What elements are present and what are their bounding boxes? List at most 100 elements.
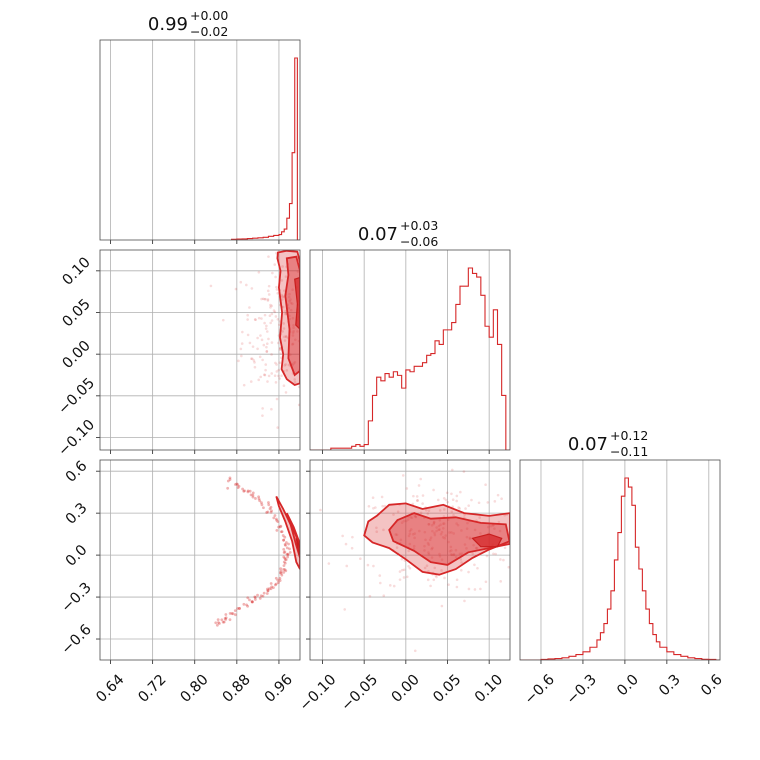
sample-point [248,341,252,345]
sample-point [367,504,371,508]
sample-point [266,589,270,593]
sample-point [441,527,445,530]
sample-point [215,623,219,627]
sample-point [278,377,281,380]
sample-point [416,499,419,502]
sample-point [267,503,271,507]
sample-point [251,345,255,348]
sample-point [262,591,266,595]
x-tick-label: 0.96 [262,672,296,706]
sample-point [375,530,379,534]
sample-point [223,616,227,620]
sample-point [345,564,349,568]
sample-point [282,551,286,554]
sample-point [258,596,262,600]
sample-point [251,357,254,361]
sample-point [450,510,454,514]
sample-point [270,353,273,356]
panel-background [310,250,510,450]
sample-point [262,343,266,347]
sample-point [306,302,309,305]
sample-point [224,616,228,620]
sample-point [408,529,412,533]
sample-point [486,501,490,504]
sample-point [300,321,303,324]
sample-point [442,522,446,525]
sample-point [289,301,293,305]
sample-point [450,531,453,534]
sample-point [307,361,310,364]
y-tick-label: 0.6 [63,458,91,486]
sample-point [277,374,280,378]
sample-point [243,489,246,493]
sample-point [452,532,456,535]
sample-point [433,533,437,537]
sample-point [380,495,384,499]
sample-point [259,334,262,337]
sample-point [251,600,254,604]
sample-point [285,552,289,556]
sample-point [307,394,310,397]
sample-point [277,341,280,345]
sample-point [291,288,294,291]
sample-point [263,313,267,317]
sample-point [401,474,405,477]
sample-point [302,336,305,339]
x-tick-label: 0.10 [472,672,506,706]
sample-point [421,502,424,505]
sample-point [284,558,288,562]
sample-point [283,289,286,292]
sample-point [246,490,250,494]
sample-point [266,510,270,514]
sample-point [224,618,228,621]
sample-point [265,592,269,595]
sample-point [437,524,441,528]
contour-core [471,533,503,548]
y-tick-label: 0.00 [60,338,94,372]
sample-point [445,491,449,495]
sample-point [239,280,243,284]
sample-point [256,593,259,597]
sample-point [502,558,505,562]
sample-point [254,497,257,500]
sample-point [439,523,442,527]
sample-point [263,297,266,301]
sample-point [237,359,240,363]
sample-point [236,607,240,610]
sample-point [405,575,409,579]
sample-point [455,522,458,525]
sample-point [465,527,469,530]
sample-point [282,548,286,551]
sample-point [256,336,259,340]
sample-point [444,498,448,502]
sample-point [431,546,434,550]
scatter-panel-0: −0.10−0.050.00 0.05 0.10 [55,249,310,460]
sample-point [282,538,285,542]
title-plus-error: +0.03 [400,218,438,233]
sample-point [270,509,273,513]
sample-point [344,542,348,546]
sample-point [253,361,256,364]
sample-point [246,596,250,600]
sample-point [408,542,412,546]
sample-point [263,321,266,325]
sample-point [280,573,284,577]
sample-point [257,316,261,320]
sample-point [443,576,446,580]
sample-point [460,529,463,532]
sample-point [455,494,459,498]
sample-point [273,374,277,378]
sample-point [248,489,252,493]
sample-point [451,498,455,501]
sample-point [263,373,267,377]
sample-point [306,341,309,344]
sample-point [430,547,434,551]
sample-point [459,558,463,561]
sample-point [283,568,287,572]
sample-point [300,353,303,356]
sample-point [266,289,270,293]
sample-point [467,587,471,591]
sample-point [432,522,436,526]
sample-point [241,487,244,491]
sample-point [262,506,265,510]
